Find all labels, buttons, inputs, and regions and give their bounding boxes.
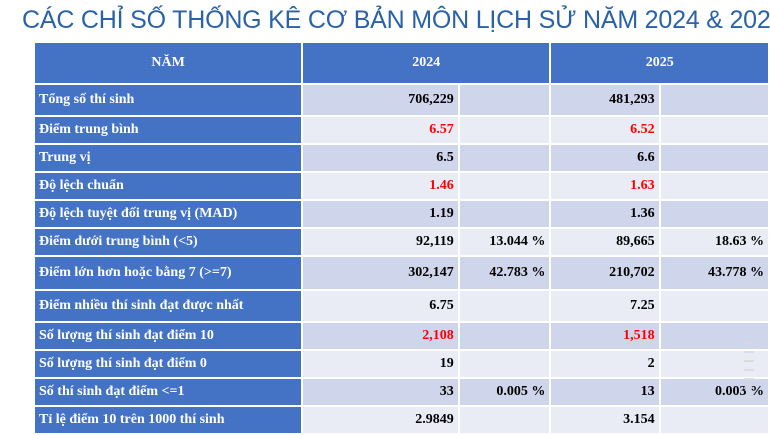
row-label: Trung vị — [32, 143, 304, 173]
header-year-2025: 2025 — [549, 41, 770, 85]
value-2024: 302,147 — [301, 255, 460, 291]
percent-2025 — [658, 83, 770, 117]
value-2025: 3.154 — [549, 405, 661, 435]
value-2024: 6.5 — [301, 143, 460, 173]
percent-2024: 42.783 % — [457, 255, 552, 291]
value-2024: 706,229 — [301, 83, 460, 117]
value-2025: 2 — [549, 349, 661, 379]
percent-2024 — [457, 143, 552, 173]
page-title: CÁC CHỈ SỐ THỐNG KÊ CƠ BẢN MÔN LỊCH SỬ N… — [22, 6, 770, 34]
value-2025: 89,665 — [549, 227, 661, 257]
percent-2025 — [658, 199, 770, 229]
value-2025: 210,702 — [549, 255, 661, 291]
row-label: Số lượng thí sinh đạt điểm 0 — [32, 349, 304, 379]
row-label: Tổng số thí sinh — [32, 83, 304, 117]
table-row: Điểm dưới trung bình (<5) 92,119 13.044 … — [32, 227, 770, 257]
value-2025: 481,293 — [549, 83, 661, 117]
value-2024: 92,119 — [301, 227, 460, 257]
percent-2024 — [457, 289, 552, 323]
table-row: Độ lệch chuẩn 1.46 1.63 — [32, 171, 770, 201]
percent-2025 — [658, 289, 770, 323]
percent-2025 — [658, 143, 770, 173]
value-2024: 2,108 — [301, 321, 460, 351]
percent-2024 — [457, 405, 552, 435]
value-2025: 1,518 — [549, 321, 661, 351]
table-row: Độ lệch tuyệt đối trung vị (MAD) 1.19 1.… — [32, 199, 770, 229]
percent-2024: 13.044 % — [457, 227, 552, 257]
value-2024: 1.46 — [301, 171, 460, 201]
value-2025: 7.25 — [549, 289, 661, 323]
table-row: Tỉ lệ điểm 10 trên 1000 thí sinh 2.9849 … — [32, 405, 770, 435]
row-label: Tỉ lệ điểm 10 trên 1000 thí sinh — [32, 405, 304, 435]
table-row: Số thí sinh đạt điểm <=1 33 0.005 % 13 0… — [32, 377, 770, 407]
percent-2024 — [457, 349, 552, 379]
value-2024: 33 — [301, 377, 460, 407]
percent-2024 — [457, 171, 552, 201]
percent-2024 — [457, 199, 552, 229]
decorative-stripes — [744, 342, 754, 400]
header-year-label: NĂM — [32, 41, 304, 85]
value-2024: 2.9849 — [301, 405, 460, 435]
table-row: Trung vị 6.5 6.6 — [32, 143, 770, 173]
percent-2025: 43.778 % — [658, 255, 770, 291]
value-2024: 6.75 — [301, 289, 460, 323]
row-label: Điểm lớn hơn hoặc bằng 7 (>=7) — [32, 255, 304, 291]
percent-2024 — [457, 83, 552, 117]
value-2025: 6.52 — [549, 115, 661, 145]
value-2025: 6.6 — [549, 143, 661, 173]
percent-2024: 0.005 % — [457, 377, 552, 407]
row-label: Điểm dưới trung bình (<5) — [32, 227, 304, 257]
percent-2025 — [658, 171, 770, 201]
row-label: Số thí sinh đạt điểm <=1 — [32, 377, 304, 407]
header-year-2024: 2024 — [301, 41, 552, 85]
table-row: Số lượng thí sinh đạt điểm 10 2,108 1,51… — [32, 321, 770, 351]
row-label: Độ lệch chuẩn — [32, 171, 304, 201]
row-label: Số lượng thí sinh đạt điểm 10 — [32, 321, 304, 351]
table-row: Tổng số thí sinh 706,229 481,293 — [32, 83, 770, 117]
value-2025: 1.36 — [549, 199, 661, 229]
value-2024: 6.57 — [301, 115, 460, 145]
value-2024: 19 — [301, 349, 460, 379]
value-2025: 1.63 — [549, 171, 661, 201]
percent-2025 — [658, 321, 770, 351]
value-2024: 1.19 — [301, 199, 460, 229]
row-label: Điểm nhiều thí sinh đạt được nhất — [32, 289, 304, 323]
row-label: Điểm trung bình — [32, 115, 304, 145]
table-row: Điểm nhiều thí sinh đạt được nhất 6.75 7… — [32, 289, 770, 323]
percent-2025 — [658, 405, 770, 435]
table-row: Điểm lớn hơn hoặc bằng 7 (>=7) 302,147 4… — [32, 255, 770, 291]
percent-2025 — [658, 115, 770, 145]
table-header-row: NĂM 2024 2025 — [32, 41, 770, 85]
value-2025: 13 — [549, 377, 661, 407]
table-row: Số lượng thí sinh đạt điểm 0 19 2 — [32, 349, 770, 379]
statistics-table: NĂM 2024 2025 Tổng số thí sinh 706,229 4… — [32, 41, 770, 435]
percent-2025: 18.63 % — [658, 227, 770, 257]
percent-2024 — [457, 321, 552, 351]
table-row: Điểm trung bình 6.57 6.52 — [32, 115, 770, 145]
percent-2024 — [457, 115, 552, 145]
row-label: Độ lệch tuyệt đối trung vị (MAD) — [32, 199, 304, 229]
